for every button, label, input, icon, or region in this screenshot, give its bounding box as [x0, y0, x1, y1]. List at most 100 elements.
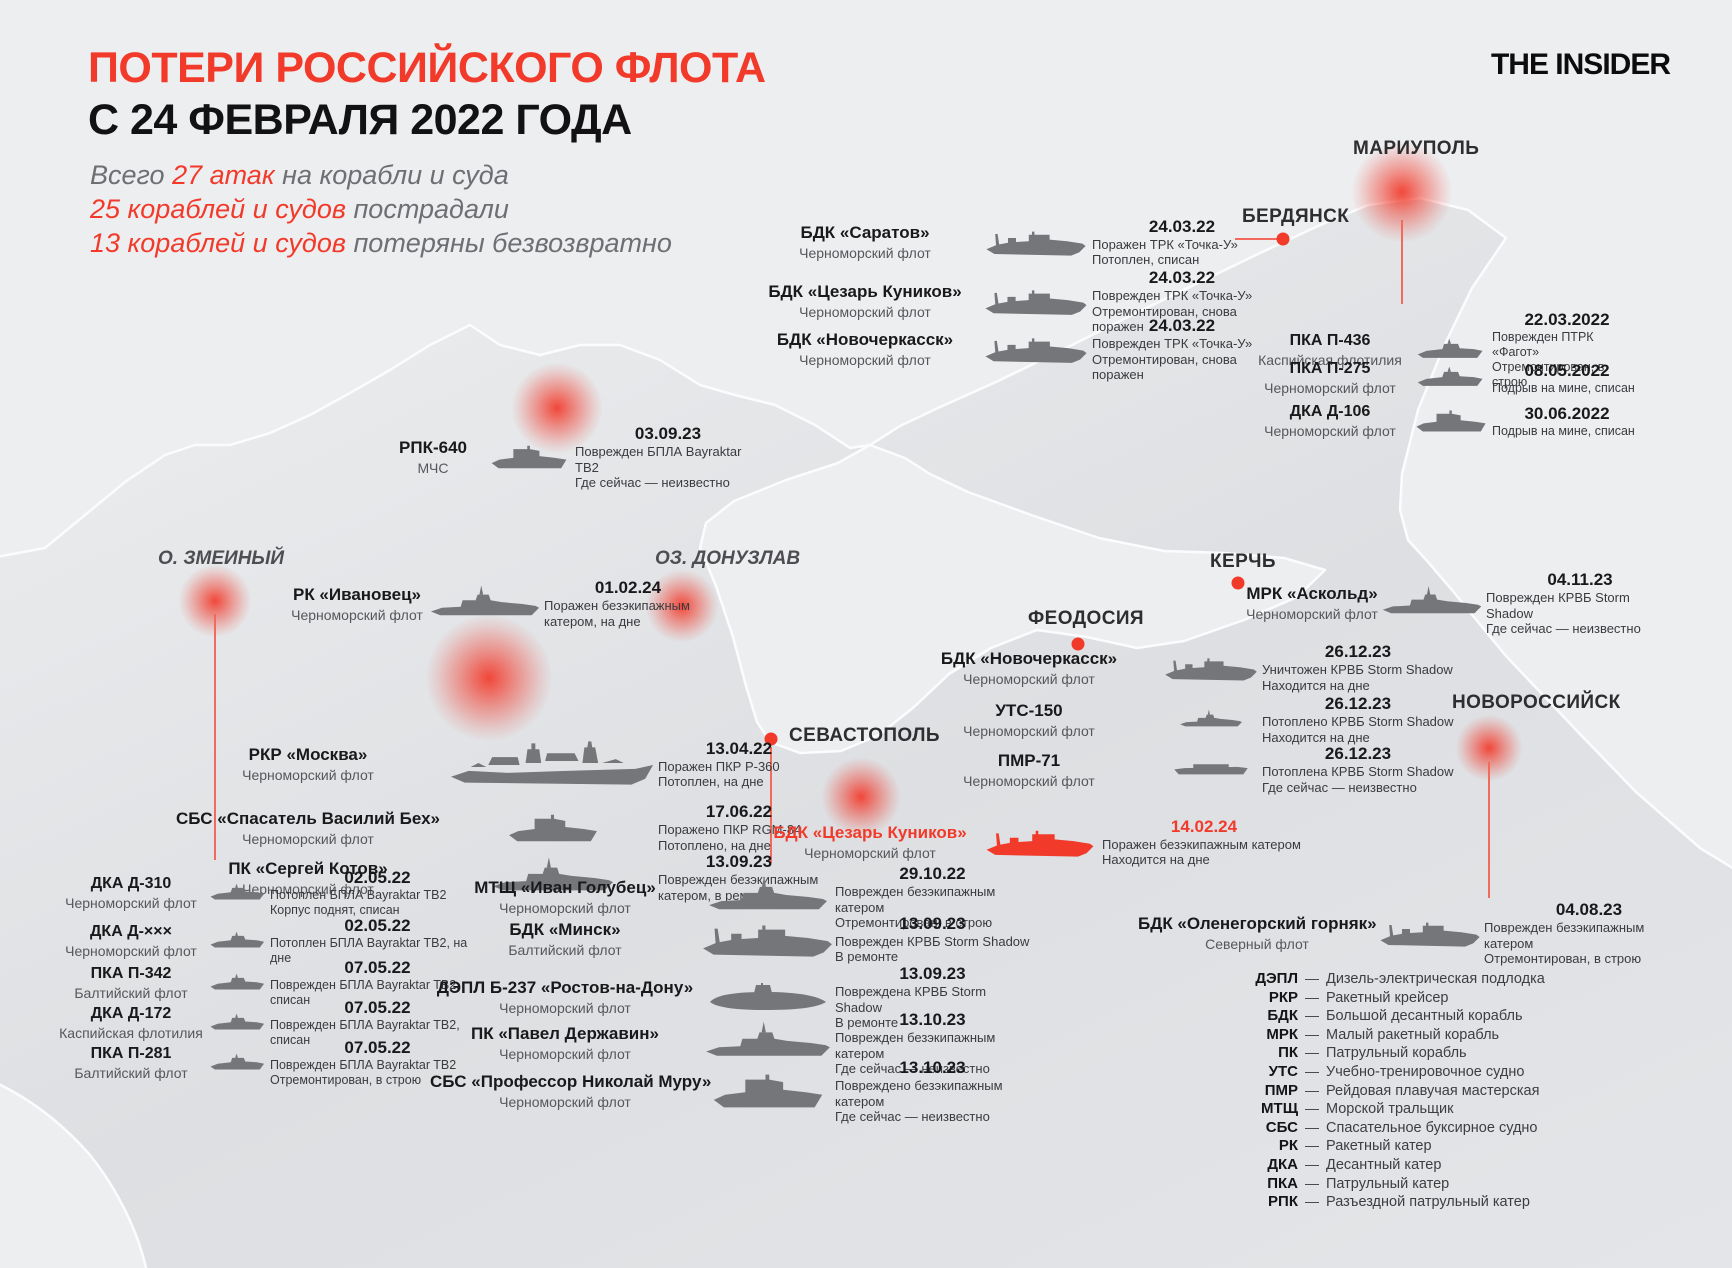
ship-name: РК «Ивановец»: [292, 584, 422, 604]
ship-name: ДЭПЛ Б-237 «Ростов-на-Дону»: [436, 978, 694, 998]
legend-abbreviation: РК: [1278, 1137, 1298, 1155]
loss-details: 24.03.22 Поврежден ТРК «Точка-У» Отремон…: [1092, 268, 1272, 335]
legend-abbreviation: ПКА: [1267, 1174, 1298, 1192]
legend-dash: —: [1305, 1025, 1319, 1042]
ship-icon: [984, 816, 1096, 868]
map-place-label: СЕВАСТОПОЛЬ: [789, 725, 940, 746]
loss-date: 01.02.24: [594, 578, 662, 597]
loss-description-line1: Подрыв на мине, списан: [1492, 423, 1635, 438]
loss-date: 26.12.23: [1324, 694, 1392, 713]
map-place-label: НОВОРОССИЙСК: [1452, 692, 1621, 713]
fleet-loss-entry: ДЭПЛ Б-237 «Ростов-на-Дону» Черноморский…: [430, 964, 1030, 1031]
map-location-dot: [1071, 637, 1085, 651]
fleet-name: Черноморский флот: [65, 943, 197, 959]
ship-icon: [449, 732, 657, 796]
ship-name: ПМР-71: [997, 750, 1061, 770]
loss-description-line1: Повреждена КРВБ Storm Shadow: [835, 984, 987, 1015]
fleet-name: Черноморский флот: [804, 845, 936, 861]
ship-name: ПКА П-342: [90, 965, 172, 982]
fleet-loss-entry: РК «Ивановец» Черноморский флот 01.02.24…: [288, 578, 712, 629]
loss-date: 29.10.22: [899, 864, 966, 883]
legend-dash: —: [1305, 988, 1319, 1005]
fleet-loss-entry: ПКА П-342 Балтийский флот 07.05.22 Повре…: [56, 958, 485, 1008]
ship-name: ПКА П-275: [1289, 360, 1371, 377]
fleet-loss-entry: БДК «Цезарь Куников» Черноморский флот 2…: [750, 268, 1272, 335]
loss-details: 13.09.23 Поврежден безэкипажным катером,…: [658, 852, 820, 903]
attack-glow: [646, 570, 718, 642]
loss-description-line1: Поврежден БПЛА Bayraktar TB2, списан: [270, 1018, 460, 1047]
legend-row: СБС — Спасательное буксирное судно: [1188, 1119, 1545, 1138]
ship-name: ДКА Д-106: [1289, 403, 1371, 420]
ship-icon: [489, 431, 569, 483]
loss-description-line1: Поврежден КРВБ Storm Shadow: [1486, 590, 1630, 621]
loss-details: 04.11.23 Поврежден КРВБ Storm Shadow Где…: [1486, 570, 1674, 637]
fleet-name: Черноморский флот: [799, 304, 931, 321]
fleet-name: МЧС: [417, 460, 449, 477]
ship-name: ПКА П-281: [90, 1045, 172, 1062]
legend-row: ДКА — Десантный катер: [1188, 1156, 1545, 1175]
fleet-name: Черноморский флот: [242, 767, 374, 783]
loss-description-line1: Поврежден безэкипажным катером: [1484, 920, 1645, 951]
ship-icon: [1179, 698, 1243, 742]
fleet-loss-entry: БДК «Оленегорский горняк» Северный флот …: [1138, 900, 1694, 967]
ship-identity: ДКА Д-××× Черноморский флот: [56, 923, 206, 959]
connector-line: [1488, 762, 1490, 898]
ship-silhouette-box: [483, 431, 575, 483]
ship-identity: ПКА П-342 Балтийский флот: [56, 965, 206, 1001]
attack-glow: [426, 615, 552, 741]
fleet-loss-entry: ПКА П-275 Черноморский флот 08.05.2022 П…: [1250, 358, 1642, 398]
legend-abbreviation: ДЭПЛ: [1255, 970, 1298, 987]
legend-abbreviation: УТС: [1268, 1062, 1298, 1080]
ship-silhouette-box: [206, 920, 270, 962]
fleet-loss-entry: ДКА Д-310 Черноморский флот 02.05.22 Пот…: [56, 868, 485, 918]
ship-identity: ПКА П-436 Каспийская флотилия: [1250, 332, 1410, 368]
ship-icon: [209, 963, 267, 1003]
loss-date: 03.09.23: [634, 424, 702, 443]
ship-identity: СБС «Профессор Николай Муру» Черноморски…: [430, 1072, 711, 1110]
loss-details: 22.03.2022 Поврежден ПТРК «Фагот» Отремо…: [1492, 310, 1642, 390]
loss-description-line2: Где сейчас — неизвестно: [1262, 779, 1417, 795]
fleet-name: Балтийский флот: [74, 1065, 188, 1081]
loss-date: 30.06.2022: [1524, 403, 1610, 423]
ship-silhouette-box: [1160, 748, 1262, 792]
ship-identity: ПК «Павел Державин» Черноморский флот: [430, 1024, 700, 1062]
loss-details: 13.10.23 Повреждено безэкипажным катером…: [835, 1058, 1030, 1125]
ship-identity: МТЩ «Иван Голубец» Черноморский флот: [430, 878, 700, 916]
loss-date: 24.03.22: [1148, 216, 1216, 236]
fleet-loss-entry: ПК «Сергей Котов» Черноморский флот 13.0…: [168, 852, 820, 903]
loss-details: 13.09.23 Повреждена КРВБ Storm Shadow В …: [835, 964, 1030, 1031]
loss-details: 07.05.22 Поврежден БПЛА Bayraktar TB2 От…: [270, 1038, 485, 1088]
legend-dash: —: [1305, 1137, 1319, 1154]
fleet-name: Черноморский флот: [1264, 423, 1396, 439]
fleet-loss-entry: СБС «Профессор Николай Муру» Черноморски…: [430, 1058, 1030, 1125]
ship-name: РКР «Москва»: [248, 745, 368, 764]
ship-identity: УТС-150 Черноморский флот: [898, 701, 1160, 739]
abbreviation-legend: ДЭПЛ — Дизель-электрическая подлодка РКР…: [1188, 970, 1545, 1212]
legend-abbreviation: БДК: [1267, 1007, 1298, 1025]
fleet-loss-entry: ПКА П-281 Балтийский флот 07.05.22 Повре…: [56, 1038, 485, 1088]
loss-details: 07.05.22 Поврежден БПЛА Bayraktar TB2, с…: [270, 998, 485, 1048]
loss-description-line1: Потоплен БПЛА Bayraktar TB2: [270, 888, 447, 902]
loss-date: 07.05.22: [344, 1038, 411, 1057]
loss-date: 22.03.2022: [1524, 310, 1610, 329]
legend-description: Разъездной патрульный катер: [1326, 1194, 1530, 1211]
loss-date: 07.05.22: [344, 998, 411, 1017]
fleet-name: Черноморский флот: [291, 606, 423, 623]
loss-description-line2: Находится на дне: [1262, 729, 1370, 745]
fleet-name: Черноморский флот: [1246, 606, 1378, 623]
loss-description-line2: Отремонтирован, в строю: [1492, 360, 1605, 389]
loss-date: 24.03.22: [1148, 316, 1216, 335]
loss-description-line1: Поврежден БПЛА Bayraktar TB2, списан: [270, 978, 460, 1007]
legend-dash: —: [1305, 1193, 1319, 1210]
ship-silhouette-box: [700, 912, 835, 966]
stat-damaged-count: 25 кораблей и судов: [90, 194, 346, 224]
loss-description-line2: Отремонтирован, в строю: [835, 915, 993, 930]
fleet-name: Черноморский флот: [963, 722, 1095, 739]
attack-glow: [512, 363, 602, 453]
ship-silhouette-box: [980, 323, 1092, 375]
legend-abbreviation: МТЩ: [1261, 1100, 1298, 1118]
map-place-label: КЕРЧЬ: [1210, 551, 1276, 572]
ship-icon: [506, 803, 600, 853]
ship-identity: ПК «Сергей Котов» Черноморский флот: [168, 859, 448, 897]
